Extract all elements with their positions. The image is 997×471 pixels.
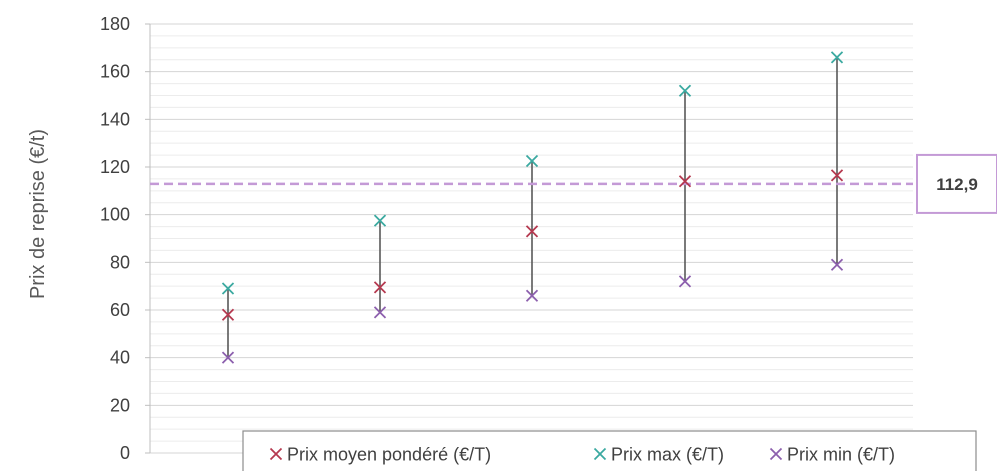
legend-entry-prix-moyen: Prix moyen pondéré (€/T) (287, 445, 491, 465)
point-prix-max (830, 51, 844, 64)
y-tick-label: 120 (100, 157, 130, 177)
point-prix-max (373, 214, 387, 227)
point-prix-max (678, 84, 692, 97)
legend-marker (769, 447, 783, 461)
y-tick-label: 0 (120, 443, 130, 463)
y-tick-label: 60 (110, 300, 130, 320)
point-prix-min (221, 351, 235, 364)
reference-label: 112,9 (936, 175, 978, 194)
y-tick-label: 180 (100, 14, 130, 34)
point-prix-moyen (373, 281, 387, 294)
point-prix-moyen (678, 175, 692, 188)
y-tick-label: 160 (100, 62, 130, 82)
point-prix-moyen (830, 169, 844, 182)
y-tick-label: 140 (100, 109, 130, 129)
point-prix-min (830, 258, 844, 271)
y-tick-label: 40 (110, 348, 130, 368)
point-prix-moyen (221, 308, 235, 321)
point-prix-min (525, 289, 539, 302)
reference-label-box (916, 153, 997, 214)
data-points (221, 51, 844, 364)
point-prix-min (678, 275, 692, 288)
legend-marker (269, 447, 283, 461)
legend-marker (593, 447, 607, 461)
y-axis-label: Prix de reprise (€/t) (27, 129, 49, 299)
legend-box (242, 430, 977, 471)
legend-entry-prix-min: Prix min (€/T) (787, 445, 895, 465)
point-prix-max (221, 282, 235, 295)
legend-entry-prix-max: Prix max (€/T) (611, 445, 724, 465)
y-tick-label: 20 (110, 395, 130, 415)
range-lines (227, 57, 838, 358)
y-tick-label: 100 (100, 205, 130, 225)
y-axis: 0 20 40 60 80 100 120 140 160 180 (100, 14, 151, 463)
point-prix-min (373, 306, 387, 319)
reference-line-group: 112,9 (150, 153, 997, 214)
point-prix-max (525, 154, 539, 168)
y-tick-label: 80 (110, 252, 130, 272)
legend: Prix moyen pondéré (€/T) Prix max (€/T) Pr… (242, 430, 977, 471)
point-prix-moyen (525, 225, 539, 238)
